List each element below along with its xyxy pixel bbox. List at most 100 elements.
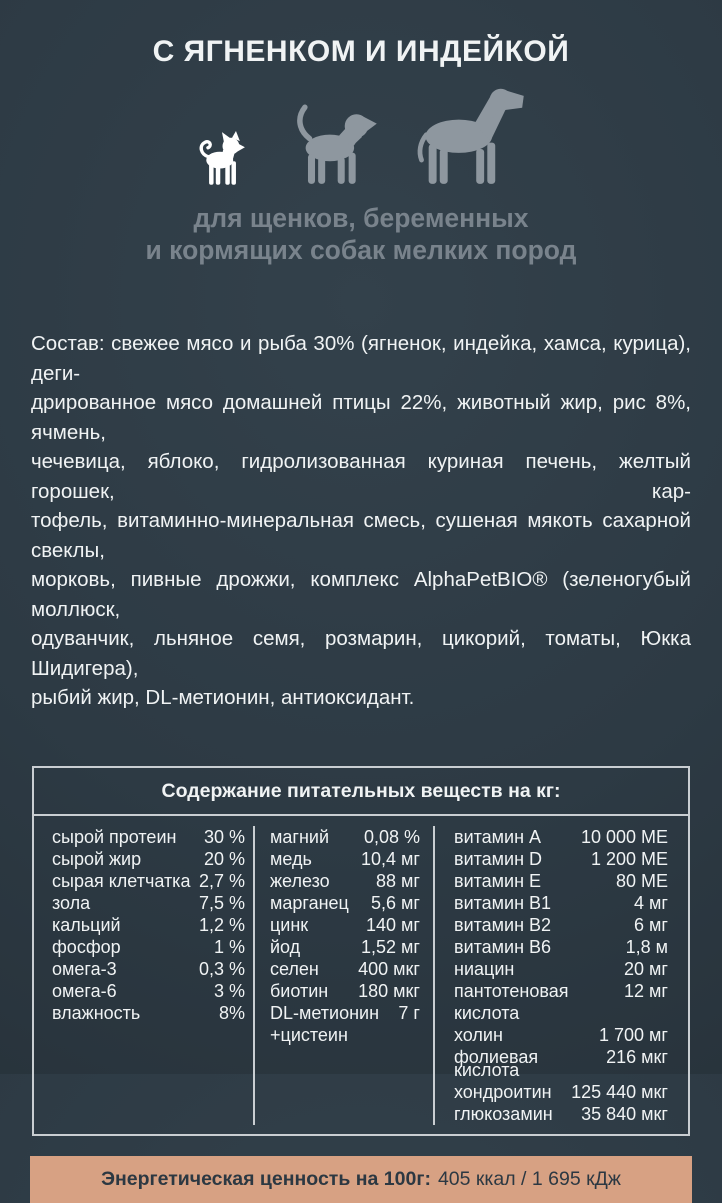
nutrient-name: сырой протеин [52,826,177,847]
nutrient-row: селен 400 мкг [270,958,420,980]
nutrient-row: ниацин 20 мг [454,958,668,980]
nutrient-row: сырой протеин 30 % [52,826,245,848]
nutrient-row: сырой жир 20 % [52,848,245,870]
nutrient-name: марганец [270,892,349,913]
composition-line: тофель, витаминно-минеральная смесь, суш… [31,509,691,562]
nutrient-row: пантотеновая кислота 12 мг [454,980,668,1024]
subtitle-line-1: для щенков, беременных [193,203,529,233]
nutrient-row: глюкозамин 35 840 мкг [454,1103,668,1125]
nutrient-name: витамин В2 [454,914,552,935]
nutrient-row: витамин В1 4 мг [454,892,668,914]
nutrient-row: магний 0,08 % [270,826,420,848]
nutrient-value: 1 200 МЕ [590,848,668,869]
composition-line: морковь, пивные дрожжи, комплекс AlphaPe… [31,568,691,621]
nutrient-row: кальций 1,2 % [52,914,245,936]
nutrient-name: медь [270,848,312,869]
nutrient-value: 1 % [213,936,245,957]
nutrient-name: витамин D [454,848,543,869]
nutrient-name: витамин А [454,826,542,847]
nutrient-value: 4 мг [634,892,668,913]
nutrient-name: пантотеновая кислота [454,980,569,1023]
energy-value-amount: 405 ккал / 1 695 кДж [437,1167,621,1190]
medium-dog-icon [296,104,377,184]
nutrient-value: 216 мкг [606,1046,668,1067]
nutrient-name: магний [270,826,330,847]
composition-line: рыбий жир, DL-метионин, антиоксидант. [31,686,415,709]
nutrient-value: 140 мг [366,914,420,935]
nutrient-value: 1,8 м [625,936,668,957]
nutrient-row: сырая клетчатка 2,7 % [52,870,245,892]
nutrient-row: витамин В6 1,8 м [454,936,668,958]
nutrient-value: 1,2 % [198,914,245,935]
nutrient-row: витамин Е 80 МЕ [454,870,668,892]
nutrient-name: сырой жир [52,848,142,869]
nutrient-name: фолиевая кислота [454,1046,539,1080]
nutrient-name: селен [270,958,319,979]
nutrient-name: сырая клетчатка [52,870,191,891]
small-dog-icon [199,131,245,185]
dog-size-illustration [0,81,722,187]
nutrient-row: витамин А 10 000 МЕ [454,826,668,848]
nutrient-row: DL-метионин +цистеин 7 г [270,1002,420,1046]
audience-subtitle: для щенков, беременных и кормящих собак … [0,202,722,266]
nutrient-value: 80 МЕ [615,870,668,891]
nutrient-name: цинк [270,914,309,935]
nutrient-name: кальций [52,914,121,935]
nutrient-value: 1,52 мг [361,936,420,957]
nutrient-name: биотин [270,980,329,1001]
composition-line: Состав: свежее мясо и рыба 30% (ягненок,… [31,332,691,385]
nutrient-name: хондроитин [454,1081,552,1102]
nutrient-value: 7 г [398,1002,420,1023]
nutrient-name: витамин Е [454,870,542,891]
nutrient-name: влажность [52,1002,141,1023]
nutrient-name: DL-метионин +цистеин [270,1002,380,1045]
nutrition-table: Содержание питательных веществ на кг: сы… [32,765,690,1136]
large-dog-icon [417,88,524,184]
nutrient-row: марганец 5,6 мг [270,892,420,914]
nutrient-value: 35 840 мкг [581,1103,668,1124]
nutrition-column-minerals: магний 0,08 % медь 10,4 мг железо 88 мг марган… [253,825,433,1125]
nutrient-row: омега-6 3 % [52,980,245,1002]
energy-value-bar: Энергетическая ценность на 100г: 405 кка… [30,1155,692,1203]
nutrient-name: холин [454,1024,503,1045]
nutrition-table-body: сырой протеин 30 % сырой жир 20 % сырая клет… [34,816,688,1134]
nutrient-value: 400 мкг [358,958,420,979]
nutrient-value: 10,4 мг [361,848,420,869]
nutrient-name-line2: кислота [454,1002,520,1023]
nutrient-row: йод 1,52 мг [270,936,420,958]
nutrient-name: ниацин [454,958,515,979]
nutrient-name-line2: кислота [454,1059,520,1080]
nutrient-value: 12 мг [624,980,668,1001]
nutrient-value: 8% [218,1002,245,1023]
nutrient-value: 2,7 % [198,870,245,891]
nutrient-name: фосфор [52,936,121,957]
nutrient-row: железо 88 мг [270,870,420,892]
nutrient-name: йод [270,936,301,957]
nutrient-row: фосфор 1 % [52,936,245,958]
nutrient-name: железо [270,870,330,891]
nutrient-value: 30 % [203,826,245,847]
nutrient-row: холин 1 700 мг [454,1024,668,1046]
nutrient-value: 20 мг [624,958,668,979]
nutrient-name: зола [52,892,91,913]
nutrient-value: 0,08 % [363,826,420,847]
nutrient-name: витамин В6 [454,936,552,957]
nutrient-row: витамин В2 6 мг [454,914,668,936]
nutrient-name: омега-3 [52,958,117,979]
nutrient-name: глюкозамин [454,1103,553,1124]
composition-line: чечевица, яблоко, гидролизованная курина… [31,450,691,503]
nutrient-value: 3 % [213,980,245,1001]
nutrient-value: 20 % [203,848,245,869]
energy-value-label: Энергетическая ценность на 100г: [101,1167,431,1190]
nutrient-row: зола 7,5 % [52,892,245,914]
composition-line: дрированное мясо домашней птицы 22%, жив… [31,391,691,444]
nutrient-value: 88 мг [376,870,420,891]
composition-text: Состав: свежее мясо и рыба 30% (ягненок,… [31,329,691,713]
nutrient-value: 10 000 МЕ [580,826,668,847]
nutrient-row: витамин D 1 200 МЕ [454,848,668,870]
nutrient-value: 7,5 % [198,892,245,913]
nutrient-value: 1 700 мг [599,1024,668,1045]
nutrient-name-line2: +цистеин [270,1024,348,1045]
nutrition-table-title: Содержание питательных веществ на кг: [34,768,688,816]
